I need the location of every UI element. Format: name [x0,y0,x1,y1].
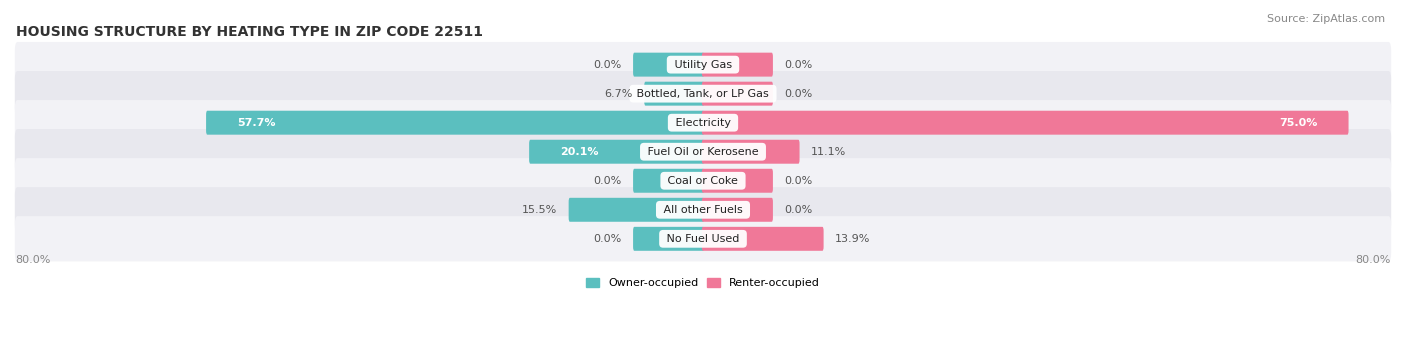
Text: 0.0%: 0.0% [785,60,813,70]
Text: No Fuel Used: No Fuel Used [664,234,742,244]
Text: 6.7%: 6.7% [605,89,633,99]
Text: Electricity: Electricity [672,118,734,128]
Text: 0.0%: 0.0% [785,176,813,186]
Text: 0.0%: 0.0% [593,176,621,186]
FancyBboxPatch shape [702,82,773,106]
Text: 57.7%: 57.7% [238,118,276,128]
Text: Fuel Oil or Kerosene: Fuel Oil or Kerosene [644,147,762,157]
FancyBboxPatch shape [15,71,1391,116]
Text: HOUSING STRUCTURE BY HEATING TYPE IN ZIP CODE 22511: HOUSING STRUCTURE BY HEATING TYPE IN ZIP… [15,25,482,39]
Text: Source: ZipAtlas.com: Source: ZipAtlas.com [1267,14,1385,24]
Text: Utility Gas: Utility Gas [671,60,735,70]
Text: Coal or Coke: Coal or Coke [664,176,742,186]
Legend: Owner-occupied, Renter-occupied: Owner-occupied, Renter-occupied [581,273,825,293]
Text: 80.0%: 80.0% [15,255,51,265]
FancyBboxPatch shape [702,53,773,77]
Text: 0.0%: 0.0% [593,60,621,70]
FancyBboxPatch shape [644,82,704,106]
FancyBboxPatch shape [633,227,704,251]
Text: All other Fuels: All other Fuels [659,205,747,215]
Text: 11.1%: 11.1% [811,147,846,157]
FancyBboxPatch shape [568,198,704,222]
Text: 15.5%: 15.5% [522,205,557,215]
FancyBboxPatch shape [702,111,1348,135]
Text: 20.1%: 20.1% [561,147,599,157]
FancyBboxPatch shape [702,140,800,164]
FancyBboxPatch shape [702,227,824,251]
Text: 0.0%: 0.0% [785,89,813,99]
FancyBboxPatch shape [633,169,704,193]
FancyBboxPatch shape [15,187,1391,233]
FancyBboxPatch shape [15,100,1391,145]
Text: 0.0%: 0.0% [593,234,621,244]
Text: 13.9%: 13.9% [835,234,870,244]
FancyBboxPatch shape [207,111,704,135]
FancyBboxPatch shape [15,216,1391,262]
Text: 0.0%: 0.0% [785,205,813,215]
Text: 80.0%: 80.0% [1355,255,1391,265]
FancyBboxPatch shape [529,140,704,164]
Text: 75.0%: 75.0% [1279,118,1317,128]
FancyBboxPatch shape [15,158,1391,203]
FancyBboxPatch shape [15,42,1391,87]
FancyBboxPatch shape [702,198,773,222]
Text: Bottled, Tank, or LP Gas: Bottled, Tank, or LP Gas [633,89,773,99]
FancyBboxPatch shape [702,169,773,193]
FancyBboxPatch shape [15,129,1391,174]
FancyBboxPatch shape [633,53,704,77]
